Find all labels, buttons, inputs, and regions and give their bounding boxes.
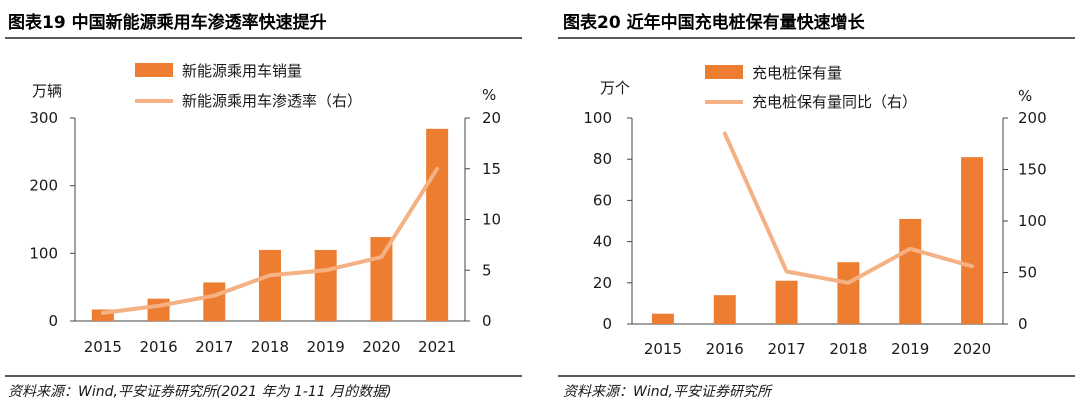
x-tick-label: 2020 <box>362 338 400 356</box>
line-series <box>722 131 975 285</box>
line-point-2021 <box>436 168 438 170</box>
left-tick-label: 80 <box>593 150 612 168</box>
right-tick-label: 200 <box>1018 109 1047 127</box>
source-note: 资料来源：Wind,平安证券研究所(2021 年为 1-11 月的数据) <box>8 384 392 400</box>
bar-2020 <box>370 237 393 321</box>
bar-2015 <box>91 309 114 321</box>
legend-label-line: 充电桩保有量同比（右） <box>752 93 917 111</box>
source-note: 资料来源：Wind,平安证券研究所 <box>563 384 773 400</box>
x-tick-label: 2015 <box>84 338 122 356</box>
x-tick-label: 2017 <box>195 338 233 356</box>
chart-panel-ev-penetration: 图表19 中国新能源乘用车渗透率快速提升 资料来源：Wind,平安证券研究所(2… <box>5 12 522 400</box>
line-point-2016 <box>158 305 160 307</box>
left-tick-label: 40 <box>593 233 612 251</box>
x-tick-label: 2016 <box>139 338 177 356</box>
left-axis-unit: 万辆 <box>32 82 62 100</box>
bar-2019 <box>314 249 337 321</box>
bar-2018 <box>837 262 860 324</box>
left-tick-label: 100 <box>583 109 612 127</box>
line-point-2017 <box>213 295 215 297</box>
right-tick-label: 20 <box>482 109 501 127</box>
x-tick-label: 2018 <box>251 338 289 356</box>
legend-label-bar: 新能源乘用车销量 <box>182 62 302 80</box>
right-tick-label: 5 <box>482 261 492 279</box>
x-tick-label: 2017 <box>767 340 805 358</box>
right-axis-unit: % <box>482 86 496 104</box>
right-tick-label: 150 <box>1018 161 1047 179</box>
x-tick-label: 2018 <box>829 340 867 358</box>
bar-2021 <box>426 128 449 321</box>
line-point-2020 <box>971 265 973 267</box>
right-tick-label: 10 <box>482 211 501 229</box>
line-point-2017 <box>786 270 788 272</box>
left-tick-label: 100 <box>29 244 58 262</box>
left-tick-label: 60 <box>593 191 612 209</box>
line-point-2019 <box>325 269 327 271</box>
bar-2020 <box>961 157 984 324</box>
x-tick-label: 2015 <box>644 340 682 358</box>
x-tick-label: 2016 <box>706 340 744 358</box>
x-tick-label: 2020 <box>953 340 991 358</box>
line-point-2015 <box>102 312 104 314</box>
legend-swatch-bar <box>135 63 173 77</box>
left-tick-label: 300 <box>29 109 58 127</box>
right-tick-label: 0 <box>482 312 492 330</box>
bar-2017 <box>203 282 226 321</box>
bar-2019 <box>899 218 922 324</box>
legend-swatch-bar <box>705 65 743 79</box>
line-point-2018 <box>847 282 849 284</box>
left-tick-label: 20 <box>593 274 612 292</box>
right-axis-unit: % <box>1018 87 1032 105</box>
x-tick-label: 2019 <box>307 338 345 356</box>
chart-title: 图表20 近年中国充电桩保有量快速增长 <box>563 12 866 33</box>
line-point-2016 <box>724 132 726 134</box>
x-tick-label: 2019 <box>891 340 929 358</box>
legend-label-bar: 充电桩保有量 <box>752 64 842 82</box>
right-tick-label: 50 <box>1018 264 1037 282</box>
bar-2015 <box>651 313 674 324</box>
right-tick-label: 15 <box>482 160 501 178</box>
bar-2017 <box>775 280 798 324</box>
line-point-2019 <box>909 248 911 250</box>
left-tick-label: 0 <box>602 315 612 333</box>
right-tick-label: 100 <box>1018 212 1047 230</box>
bar-2016 <box>713 295 736 324</box>
bar-2016 <box>147 298 170 321</box>
bar-2018 <box>259 249 281 321</box>
chart-title: 图表19 中国新能源乘用车渗透率快速提升 <box>8 12 327 33</box>
left-tick-label: 200 <box>29 177 58 195</box>
line-point-2020 <box>380 256 382 258</box>
right-tick-label: 0 <box>1018 315 1028 333</box>
chart-panel-charging-piles: 图表20 近年中国充电桩保有量快速增长 资料来源：Wind,平安证券研究所 万个… <box>558 12 1075 400</box>
left-tick-label: 0 <box>48 312 58 330</box>
left-axis-unit: 万个 <box>600 79 630 97</box>
line-point-2018 <box>269 274 271 276</box>
legend-label-line: 新能源乘用车渗透率（右） <box>182 92 362 110</box>
x-tick-label: 2021 <box>418 338 456 356</box>
